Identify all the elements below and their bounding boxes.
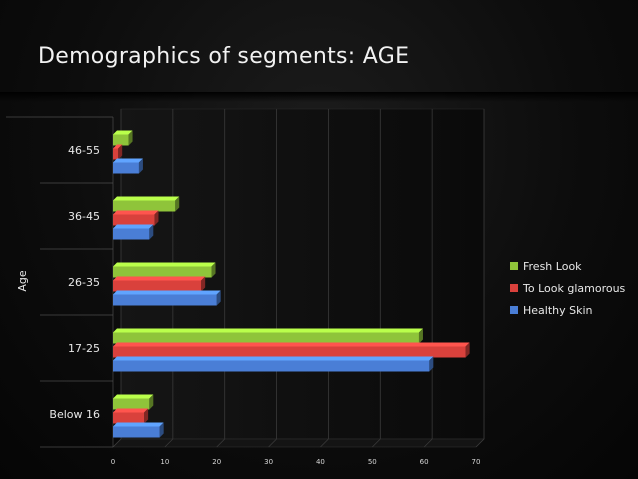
- bar: [113, 196, 180, 212]
- bar-front-face: [113, 294, 217, 306]
- title-divider: [0, 92, 638, 102]
- bar: [113, 210, 159, 226]
- gridline-floor: [423, 438, 433, 448]
- bar-end-face: [429, 356, 434, 372]
- bar-front-face: [113, 134, 129, 146]
- bar: [113, 262, 216, 278]
- bar-front-face: [113, 346, 466, 358]
- bar-top-face: [113, 408, 149, 413]
- bar: [113, 328, 423, 344]
- bar-end-face: [128, 130, 133, 146]
- legend-swatch: [510, 262, 518, 270]
- x-tick-label: 10: [160, 458, 169, 466]
- bar-end-face: [138, 158, 143, 174]
- slide-title: Demographics of segments: AGE: [38, 44, 410, 69]
- bar-end-face: [149, 224, 154, 240]
- bar-top-face: [113, 356, 434, 361]
- y-category-label: 26-35: [68, 276, 100, 289]
- bar-end-face: [201, 276, 206, 292]
- legend-item: Healthy Skin: [510, 299, 625, 321]
- bar-front-face: [113, 228, 150, 240]
- bar-end-face: [118, 144, 123, 160]
- gridline-floor: [268, 438, 277, 448]
- y-category-label: 36-45: [68, 210, 100, 223]
- bar-end-face: [418, 328, 423, 344]
- legend-item: To Look glamorous: [510, 277, 625, 299]
- bar-front-face: [113, 412, 145, 424]
- bar-front-face: [113, 148, 119, 160]
- legend-label: To Look glamorous: [523, 281, 626, 295]
- bar: [113, 422, 164, 438]
- bar-end-face: [144, 408, 149, 424]
- gridline-floor: [216, 438, 225, 448]
- bar-front-face: [113, 398, 150, 410]
- y-category-label: 17-25: [68, 342, 100, 355]
- bar-top-face: [113, 328, 423, 333]
- y-axis-category-labels: Below 16 17-25 26-35 36-45 46-55: [49, 144, 100, 421]
- bar-top-face: [113, 394, 154, 399]
- x-tick-label: 70: [472, 458, 481, 466]
- bar-top-face: [113, 290, 221, 295]
- bar-top-face: [113, 276, 206, 281]
- bar: [113, 290, 221, 306]
- x-tick-label: 20: [212, 458, 221, 466]
- bar-top-face: [113, 422, 164, 427]
- gridline-floor: [164, 438, 174, 448]
- bar-top-face: [113, 210, 159, 215]
- x-tick-label: 60: [420, 458, 429, 466]
- bar-end-face: [159, 422, 164, 438]
- bar-front-face: [113, 360, 430, 372]
- bar: [113, 130, 133, 146]
- bar-top-face: [113, 144, 123, 149]
- y-axis-label: Age: [16, 270, 29, 292]
- bars: [113, 130, 470, 438]
- bar-end-face: [465, 342, 470, 358]
- bar-top-face: [113, 342, 470, 347]
- bar: [113, 342, 470, 358]
- bar-front-face: [113, 214, 155, 226]
- x-axis-tick-labels: 0 10 20 30 40 50 60 70: [111, 458, 481, 466]
- bar-end-face: [216, 290, 221, 306]
- bar-top-face: [113, 196, 180, 201]
- gridline-floor: [112, 438, 122, 448]
- bar: [113, 158, 143, 174]
- x-tick-label: 30: [264, 458, 273, 466]
- x-tick-label: 0: [111, 458, 115, 466]
- legend-swatch: [510, 306, 518, 314]
- bar-top-face: [113, 262, 216, 267]
- bar-top-face: [113, 224, 154, 229]
- bar: [113, 408, 149, 424]
- bar: [113, 144, 123, 160]
- x-tick-label: 50: [368, 458, 377, 466]
- bar-front-face: [113, 200, 176, 212]
- x-tick-label: 40: [316, 458, 325, 466]
- bar-front-face: [113, 280, 202, 292]
- gridline-floor: [372, 438, 381, 448]
- bar-front-face: [113, 162, 139, 174]
- bar-end-face: [175, 196, 180, 212]
- legend-label: Healthy Skin: [523, 303, 593, 317]
- gridline-floor: [475, 438, 485, 448]
- bar: [113, 224, 154, 240]
- bar-end-face: [149, 394, 154, 410]
- legend-label: Fresh Look: [523, 259, 582, 273]
- bar-front-face: [113, 266, 212, 278]
- legend-item: Fresh Look: [510, 255, 625, 277]
- bar: [113, 356, 434, 372]
- gridline-floor: [320, 438, 329, 448]
- y-category-label: Below 16: [49, 408, 100, 421]
- bar: [113, 276, 206, 292]
- legend-swatch: [510, 284, 518, 292]
- bar-end-face: [211, 262, 216, 278]
- bar-front-face: [113, 426, 160, 438]
- bar-top-face: [113, 130, 133, 135]
- bar-end-face: [154, 210, 159, 226]
- bar-top-face: [113, 158, 143, 163]
- y-category-label: 46-55: [68, 144, 100, 157]
- bar-front-face: [113, 332, 419, 344]
- legend: Fresh Look To Look glamorous Healthy Skin: [510, 255, 625, 321]
- bar: [113, 394, 154, 410]
